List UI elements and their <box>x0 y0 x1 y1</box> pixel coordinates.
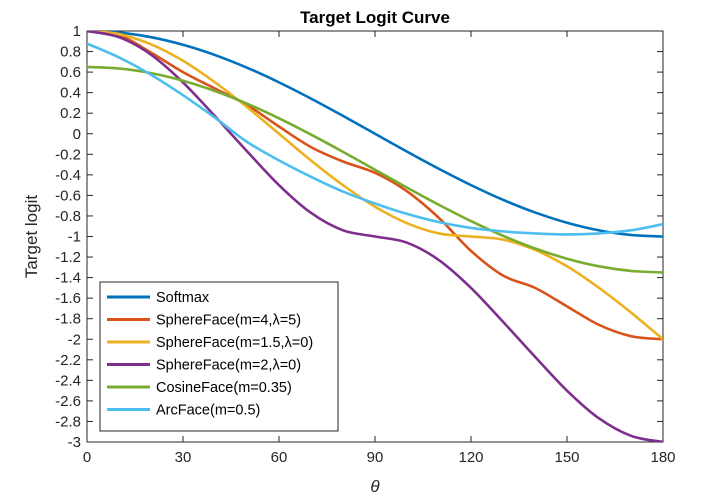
y-tick-label: -0.8 <box>55 208 81 225</box>
legend-label: Softmax <box>156 290 210 306</box>
y-tick-label: -1.6 <box>55 290 81 307</box>
legend-label: SphereFace(m=1.5,λ=0) <box>156 335 313 351</box>
y-tick-label: 0 <box>73 126 81 143</box>
y-tick-label: -1.4 <box>55 270 81 287</box>
y-tick-label: -1.2 <box>55 249 81 266</box>
y-tick-label: -0.4 <box>55 167 81 184</box>
legend-label: SphereFace(m=4,λ=5) <box>156 313 301 329</box>
x-tick-label: 60 <box>271 449 288 466</box>
y-tick-label: 0.6 <box>60 64 81 81</box>
y-tick-label: -2.6 <box>55 393 81 410</box>
chart-title: Target Logit Curve <box>300 8 450 27</box>
series-line-1 <box>87 31 663 341</box>
series-line-2 <box>87 31 663 341</box>
y-tick-label: -2.8 <box>55 413 81 430</box>
series-line-3 <box>87 31 663 442</box>
x-axis-label: θ <box>370 477 380 496</box>
series-group <box>87 31 663 442</box>
legend-box <box>99 281 339 432</box>
y-tick-label: -2 <box>68 331 81 348</box>
y-tick-label: 0.4 <box>60 85 81 102</box>
y-axis-label: Target logit <box>22 195 41 278</box>
legend-label: CosineFace(m=0.35) <box>156 380 292 396</box>
y-tick-label: -2.2 <box>55 352 81 369</box>
y-tick-label: -0.6 <box>55 187 81 204</box>
x-tick-label: 120 <box>458 449 483 466</box>
x-tick-label: 0 <box>83 449 91 466</box>
x-tick-label: 150 <box>554 449 579 466</box>
x-tick-label: 180 <box>650 449 675 466</box>
x-tick-label: 90 <box>367 449 384 466</box>
legend-label: SphereFace(m=2,λ=0) <box>156 358 301 374</box>
y-tick-label: -0.2 <box>55 146 81 163</box>
y-tick-label: -1.8 <box>55 311 81 328</box>
series-line-0 <box>87 31 663 238</box>
series-line-4 <box>87 65 663 274</box>
y-tick-label: -2.4 <box>55 372 81 389</box>
y-tick-label: -1 <box>68 229 81 246</box>
y-tick-label: 0.8 <box>60 44 81 61</box>
legend-label: ArcFace(m=0.5) <box>156 403 260 419</box>
series-line-5 <box>87 42 663 236</box>
y-tick-label: -3 <box>68 434 81 451</box>
x-tick-label: 30 <box>175 449 192 466</box>
y-tick-label: 0.2 <box>60 105 81 122</box>
legend: Softmax SphereFace(m=4,λ=5) SphereFace(m=1… <box>99 281 339 432</box>
y-tick-label: 1 <box>73 23 81 40</box>
